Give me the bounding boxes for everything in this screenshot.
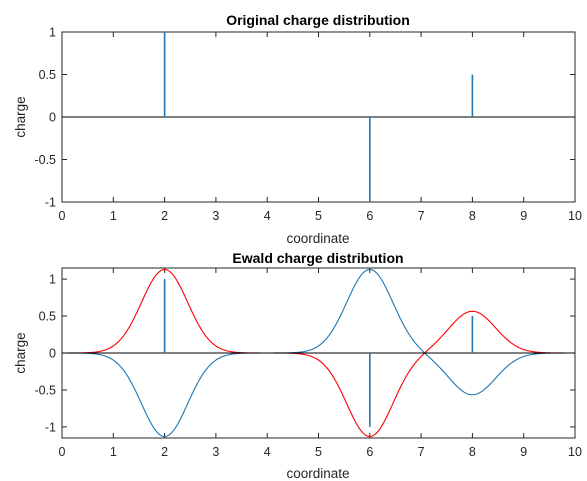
- x-tick-label: 7: [418, 209, 425, 223]
- x-tick-label: 7: [418, 445, 425, 459]
- y-tick-label: -1: [45, 420, 56, 434]
- chart-title: Original charge distribution: [226, 12, 410, 28]
- y-tick-label: 0.5: [39, 310, 56, 324]
- y-tick-label: 0: [49, 111, 56, 125]
- y-tick-label: 0: [49, 347, 56, 361]
- x-axis-label: coordinate: [286, 466, 349, 481]
- x-tick-label: 8: [469, 209, 476, 223]
- x-tick-label: 8: [469, 445, 476, 459]
- y-tick-label: 0.5: [39, 68, 56, 82]
- x-tick-label: 2: [161, 445, 168, 459]
- x-tick-label: 9: [520, 209, 527, 223]
- x-tick-label: 5: [315, 209, 322, 223]
- y-tick-label: -0.5: [34, 383, 56, 397]
- x-tick-label: 3: [212, 445, 219, 459]
- y-axis-label: charge: [13, 96, 28, 137]
- x-tick-label: 5: [315, 445, 322, 459]
- x-tick-label: 6: [366, 445, 373, 459]
- x-tick-label: 3: [212, 209, 219, 223]
- x-tick-label: 6: [366, 209, 373, 223]
- gaussian-curve: [61, 268, 575, 438]
- x-tick-label: 4: [264, 209, 271, 223]
- y-tick-label: -0.5: [34, 153, 56, 167]
- gaussian-curve: [61, 268, 575, 438]
- x-tick-label: 10: [568, 209, 582, 223]
- x-tick-label: 2: [161, 209, 168, 223]
- x-tick-label: 10: [568, 445, 582, 459]
- x-axis-label: coordinate: [286, 231, 349, 246]
- y-tick-label: 1: [49, 273, 56, 287]
- x-tick-label: 1: [110, 209, 117, 223]
- chart-original: Original charge distribution 0 1 2 3 4 5 6 7 8 9 1…: [13, 12, 582, 246]
- x-tick-label: 4: [264, 445, 271, 459]
- y-tick-label: 1: [49, 26, 56, 40]
- x-tick-label: 1: [110, 445, 117, 459]
- chart-title: Ewald charge distribution: [232, 250, 403, 266]
- x-tick-label: 0: [59, 209, 66, 223]
- x-tick-label: 9: [520, 445, 527, 459]
- chart-ewald: Ewald charge distribution 0 1 2 3 4 5 6 7 8 9 10 -…: [13, 250, 582, 481]
- x-tick-label: 0: [59, 445, 66, 459]
- y-axis-label: charge: [13, 332, 28, 373]
- y-tick-label: -1: [45, 196, 56, 210]
